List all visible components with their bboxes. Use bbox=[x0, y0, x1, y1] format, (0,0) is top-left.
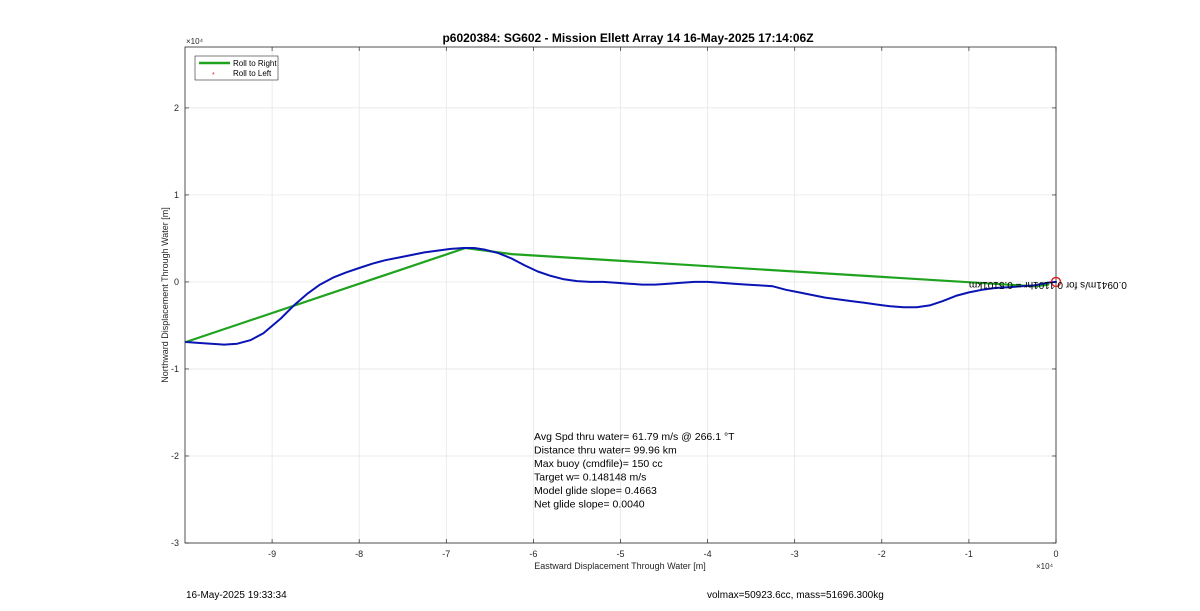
x-tick-label: -5 bbox=[616, 549, 624, 559]
legend-swatch-roll-left: * bbox=[212, 72, 215, 79]
stat-target-w: Target w= 0.148148 m/s bbox=[534, 472, 646, 484]
series-line-roll-right bbox=[184, 246, 1050, 344]
stat-distance: Distance thru water= 99.96 km bbox=[534, 445, 677, 457]
end-marker bbox=[1050, 276, 1062, 288]
stat-net-glide-slope: Net glide slope= 0.0040 bbox=[534, 499, 645, 511]
stat-avg-speed: Avg Spd thru water= 61.79 m/s @ 266.1 °T bbox=[534, 431, 735, 443]
stat-model-glide-slope: Model glide slope= 0.4663 bbox=[534, 485, 657, 497]
legend-label-roll-right: Roll to Right bbox=[233, 59, 277, 68]
x-tick-label: 0 bbox=[1053, 549, 1058, 559]
y-tick-label: 1 bbox=[174, 190, 179, 200]
x-tick-label: -2 bbox=[878, 549, 886, 559]
footer-mass-info: volmax=50923.6cc, mass=51696.300kg bbox=[707, 590, 884, 601]
x-tick-label: -6 bbox=[529, 549, 537, 559]
x-tick-label: -3 bbox=[791, 549, 799, 559]
x-axis-label: Eastward Displacement Through Water [m] bbox=[534, 561, 706, 571]
x-tick-label: -9 bbox=[268, 549, 276, 559]
y-tick-label: 2 bbox=[174, 103, 179, 113]
x-exponent-label: ×10⁴ bbox=[1036, 562, 1054, 571]
legend-box bbox=[194, 55, 279, 81]
stats-block: Avg Spd thru water= 61.79 m/s @ 266.1 °T… bbox=[534, 431, 735, 511]
series-layer bbox=[184, 246, 1062, 346]
x-tick-label: -4 bbox=[704, 549, 712, 559]
y-tick-label: -1 bbox=[171, 364, 179, 374]
y-axis-label: Northward Displacement Through Water [m] bbox=[160, 207, 170, 383]
footer-timestamp: 16-May-2025 19:33:34 bbox=[186, 590, 287, 601]
x-tick-label: -8 bbox=[355, 549, 363, 559]
legend-label-roll-left: Roll to Left bbox=[233, 69, 272, 78]
annotation-text: 0.0941m/s for 0.1101hr = 0.5101km bbox=[969, 279, 1127, 290]
stat-max-buoy: Max buoy (cmdfile)= 150 cc bbox=[534, 458, 663, 470]
y-tick-label: 0 bbox=[174, 277, 179, 287]
legend: Roll to Right * Roll to Left bbox=[194, 55, 279, 81]
series-line-track bbox=[184, 247, 1057, 346]
x-tick-label: -1 bbox=[965, 549, 973, 559]
x-tick-label: -7 bbox=[442, 549, 450, 559]
annotation-layer: 0.0941m/s for 0.1101hr = 0.5101km bbox=[969, 279, 1127, 290]
axis-ticks: -9 -8 -7 -6 -5 -4 -3 -2 -1 0 -3 -2 -1 0 1 2 bbox=[171, 47, 1059, 559]
chart-title: p6020384: SG602 - Mission Ellett Array 1… bbox=[442, 31, 813, 45]
y-tick-label: -3 bbox=[171, 538, 179, 548]
y-exponent-label: ×10⁴ bbox=[186, 37, 204, 46]
y-tick-label: -2 bbox=[171, 451, 179, 461]
